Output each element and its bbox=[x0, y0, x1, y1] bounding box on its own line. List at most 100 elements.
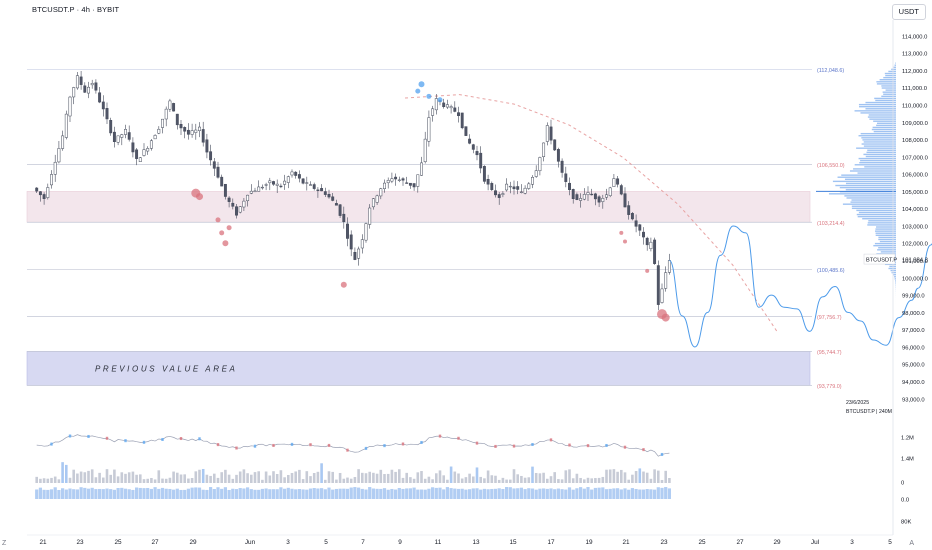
volume-bar bbox=[634, 471, 638, 483]
volume-bar bbox=[224, 469, 227, 483]
histogram-bar bbox=[427, 488, 431, 499]
bubble-red bbox=[226, 225, 232, 231]
volume-bar bbox=[479, 476, 482, 483]
profile-bar bbox=[864, 166, 896, 168]
price-tick: 107,000.0 bbox=[902, 155, 928, 161]
candle-body bbox=[216, 166, 220, 178]
projection-date: 23/6/2025 bbox=[846, 400, 869, 406]
candles-layer bbox=[35, 70, 671, 311]
candle-body bbox=[179, 123, 183, 129]
oscillator-mark bbox=[68, 434, 72, 438]
histogram-bar bbox=[534, 489, 538, 499]
profile-bar bbox=[865, 101, 896, 104]
candle-body bbox=[360, 239, 364, 249]
candle-body bbox=[312, 184, 316, 189]
price-tick: 114,000.0 bbox=[902, 34, 927, 40]
candle-body bbox=[349, 234, 353, 250]
volume-bar bbox=[375, 473, 379, 483]
oscillator-mark bbox=[346, 448, 349, 452]
corner-label-left: Z bbox=[2, 540, 7, 547]
candle-body bbox=[305, 182, 309, 184]
candle-body bbox=[464, 126, 468, 136]
candle-body bbox=[634, 220, 638, 227]
volume-bar bbox=[309, 476, 312, 483]
candle-body bbox=[627, 205, 631, 215]
volume-bar bbox=[597, 477, 601, 483]
candle-body bbox=[549, 126, 553, 141]
oscillator-mark bbox=[216, 443, 220, 447]
interval-label[interactable]: 4h bbox=[81, 5, 90, 14]
profile-bar bbox=[854, 110, 896, 112]
candle-body bbox=[386, 180, 390, 184]
volume-bar bbox=[649, 478, 653, 483]
candle-body bbox=[346, 223, 349, 239]
histogram-bar bbox=[149, 488, 153, 499]
volume-bar bbox=[409, 477, 412, 483]
currency-badge[interactable]: USDT bbox=[891, 4, 926, 20]
profile-bar bbox=[863, 145, 896, 147]
profile-bar bbox=[881, 95, 896, 98]
histogram-bar bbox=[75, 489, 79, 499]
candle-body bbox=[275, 183, 279, 186]
volume-bar bbox=[253, 472, 257, 483]
profile-bar bbox=[859, 162, 896, 164]
candle-body bbox=[297, 174, 301, 179]
volume-bar bbox=[176, 472, 179, 483]
candle-body bbox=[257, 186, 261, 192]
time-tick: 3 bbox=[850, 539, 854, 546]
candle-body bbox=[482, 166, 486, 182]
candle-body bbox=[83, 85, 87, 93]
symbol-label[interactable]: BTCUSDT.P bbox=[32, 5, 75, 14]
candle-body bbox=[642, 231, 645, 238]
volume-bar bbox=[660, 479, 664, 483]
histogram-bar bbox=[275, 489, 279, 499]
volume-bar bbox=[235, 474, 238, 483]
candle-body bbox=[486, 179, 490, 185]
bubble-red bbox=[222, 240, 229, 247]
candle-body bbox=[286, 176, 290, 183]
volume-bar bbox=[120, 472, 124, 483]
candle-body bbox=[135, 149, 139, 159]
volume-bar bbox=[142, 479, 146, 483]
candle-body bbox=[519, 191, 523, 193]
histogram-bar bbox=[349, 487, 353, 499]
candle-body bbox=[342, 213, 346, 223]
histogram-bar bbox=[386, 489, 390, 499]
profile-bar bbox=[874, 97, 896, 100]
volume-bar bbox=[79, 471, 83, 483]
candle-body bbox=[505, 183, 509, 191]
histogram-bar bbox=[301, 489, 305, 499]
candle-body bbox=[416, 174, 420, 187]
volume-bar bbox=[205, 474, 209, 483]
volume-bar bbox=[127, 472, 131, 483]
price-tick: 104,000.0 bbox=[902, 207, 928, 213]
price-tick: 110,000.0 bbox=[902, 103, 927, 109]
volume-bar bbox=[98, 472, 101, 483]
profile-bar bbox=[858, 103, 896, 106]
corner-label-right: A bbox=[909, 540, 914, 547]
lower-axis-tick: 0.0 bbox=[901, 498, 909, 504]
histogram-bar bbox=[390, 488, 394, 499]
price-tick: 112,000.0 bbox=[902, 69, 927, 75]
histogram-bar bbox=[212, 489, 216, 499]
volume-bar bbox=[39, 478, 42, 483]
histogram-bar bbox=[627, 489, 631, 499]
time-tick: 29 bbox=[189, 539, 197, 546]
volume-bar bbox=[238, 471, 242, 483]
zones-layer bbox=[26, 191, 811, 386]
volume-bar bbox=[116, 476, 120, 483]
candle-body bbox=[220, 176, 224, 187]
profile-bar bbox=[866, 151, 896, 154]
histogram-bar bbox=[612, 488, 616, 499]
volume-bar bbox=[324, 479, 327, 483]
volume-bar bbox=[512, 469, 516, 483]
candle-body bbox=[490, 183, 494, 190]
candle-body bbox=[423, 138, 427, 162]
histogram-bar bbox=[57, 489, 61, 499]
volume-bar bbox=[94, 477, 98, 483]
candle-body bbox=[545, 125, 549, 142]
volume-bar bbox=[102, 477, 105, 483]
level-label: (106,550.0) bbox=[817, 163, 845, 169]
volume-bar bbox=[213, 473, 216, 483]
